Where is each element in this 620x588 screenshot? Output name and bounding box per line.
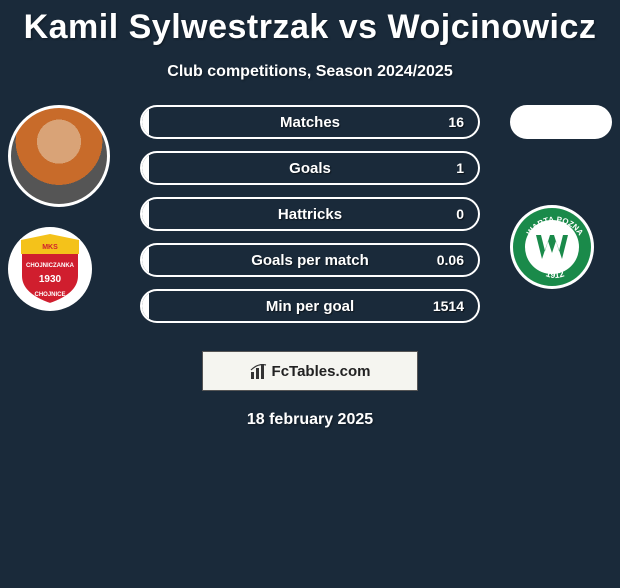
svg-text:1930: 1930 — [39, 274, 62, 285]
stat-pill-fill — [142, 291, 149, 321]
stat-pill-fill — [142, 245, 149, 275]
stat-label: Goals per match — [251, 252, 369, 269]
stat-value: 1 — [456, 160, 464, 176]
left-club-badge: MKS CHOJNICZANKA 1930 CHOJNICE — [8, 227, 92, 311]
date-label: 18 february 2025 — [0, 411, 620, 429]
stat-value: 0.06 — [437, 252, 464, 268]
stat-label: Goals — [289, 160, 331, 177]
svg-text:MKS: MKS — [42, 244, 58, 251]
stat-pill-fill — [142, 153, 149, 183]
comparison-area: MKS CHOJNICZANKA 1930 CHOJNICE WARTA POZ… — [0, 105, 620, 323]
chojniczanka-shield-icon: MKS CHOJNICZANKA 1930 CHOJNICE — [17, 234, 83, 304]
stat-pill-fill — [142, 199, 149, 229]
subtitle: Club competitions, Season 2024/2025 — [0, 63, 620, 81]
right-club-badge: WARTA POZNA 1912 — [510, 205, 594, 289]
stat-label: Matches — [280, 114, 340, 131]
left-player-column: MKS CHOJNICZANKA 1930 CHOJNICE — [8, 105, 110, 311]
right-player-column: WARTA POZNA 1912 — [510, 105, 612, 289]
stat-value: 0 — [456, 206, 464, 222]
stat-label: Hattricks — [278, 206, 342, 223]
fctables-logo-box: FcTables.com — [202, 351, 418, 391]
stat-value: 1514 — [433, 298, 464, 314]
stat-pill: Goals 1 — [140, 151, 480, 185]
stat-pill: Goals per match 0.06 — [140, 243, 480, 277]
stat-pill: Matches 16 — [140, 105, 480, 139]
right-player-avatar-blank — [510, 105, 612, 139]
stat-pill: Hattricks 0 — [140, 197, 480, 231]
svg-text:WARTA POZNA: WARTA POZNA — [525, 215, 585, 237]
warta-badge-icon: WARTA POZNA 1912 — [513, 208, 597, 292]
stat-pill-fill — [142, 107, 149, 137]
svg-text:CHOJNICZANKA: CHOJNICZANKA — [26, 263, 75, 269]
stat-pill: Min per goal 1514 — [140, 289, 480, 323]
svg-text:CHOJNICE: CHOJNICE — [34, 292, 65, 298]
page-title: Kamil Sylwestrzak vs Wojcinowicz — [0, 8, 620, 47]
stat-pill-stack: Matches 16 Goals 1 Hattricks 0 Goals per match… — [140, 105, 480, 323]
stat-value: 16 — [448, 114, 464, 130]
svg-text:1912: 1912 — [545, 268, 566, 280]
stat-label: Min per goal — [266, 298, 354, 315]
bar-chart-icon — [250, 362, 268, 380]
fctables-logo-text: FcTables.com — [272, 363, 371, 380]
left-player-avatar — [8, 105, 110, 207]
